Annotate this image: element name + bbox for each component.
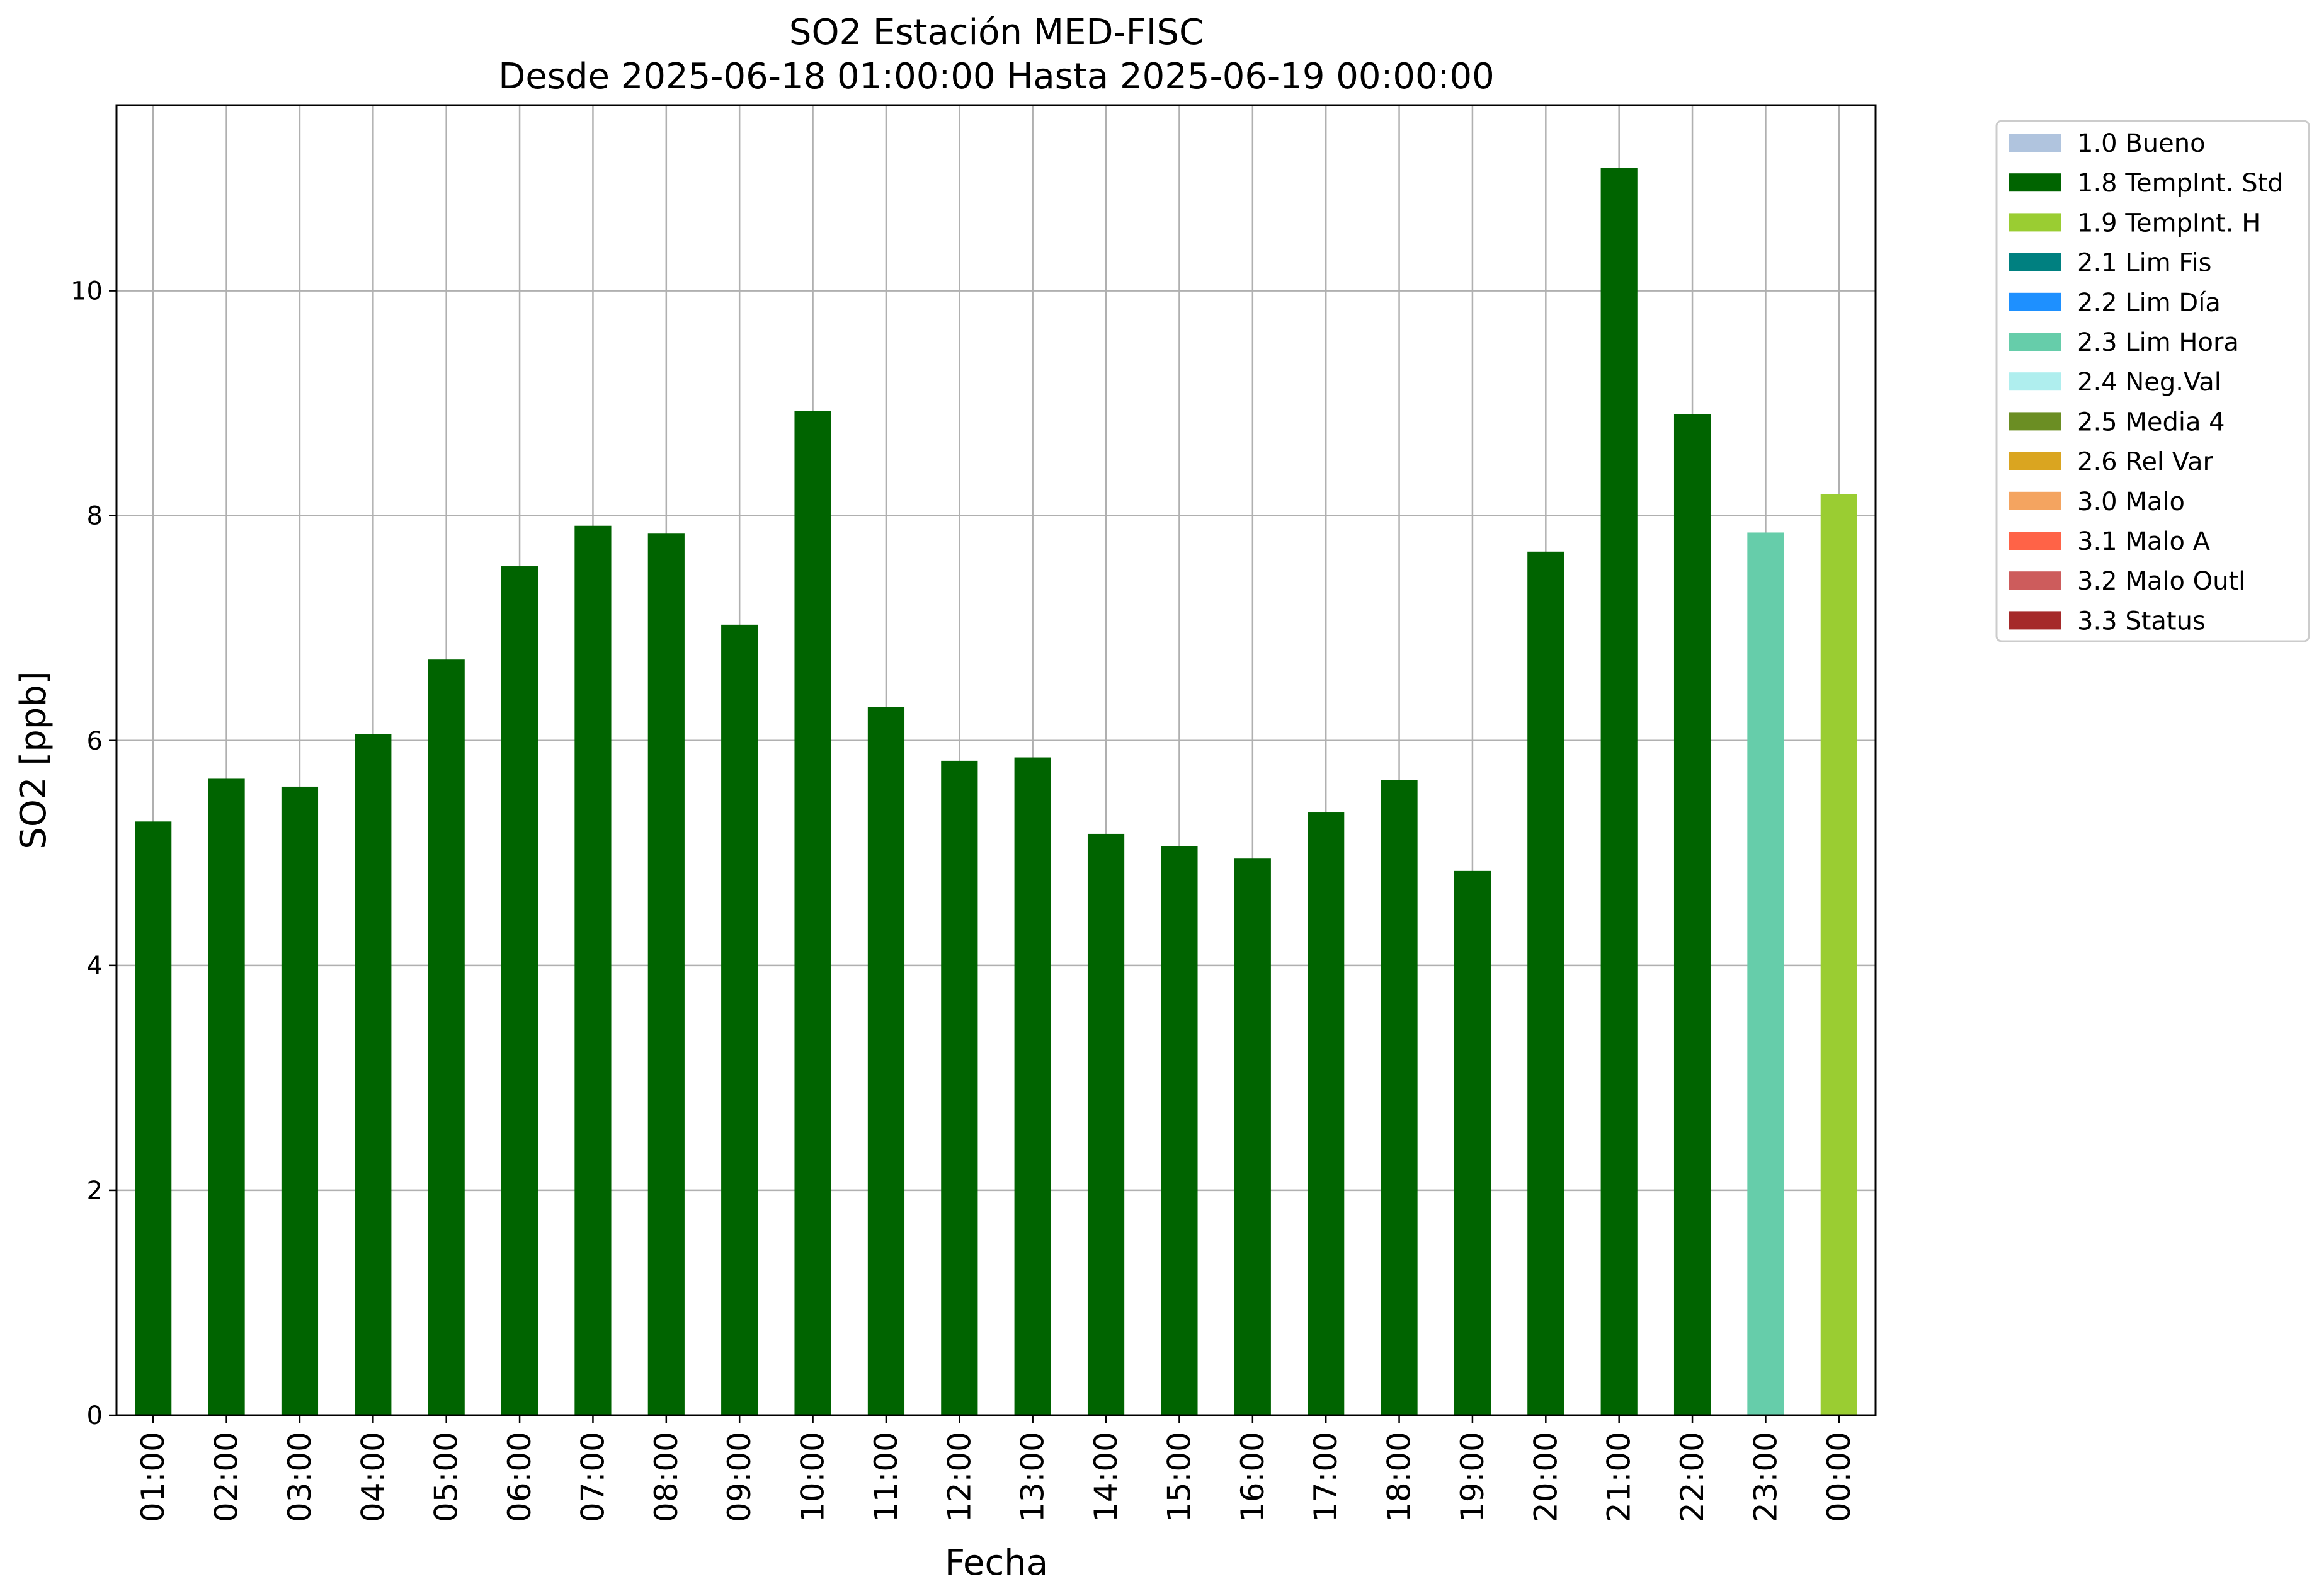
x-tick-label: 02:00: [208, 1432, 245, 1522]
x-tick-label: 11:00: [868, 1432, 904, 1522]
legend-label: 1.9 TempInt. H: [2077, 208, 2260, 237]
x-tick-label: 07:00: [574, 1432, 611, 1522]
legend-swatch: [2009, 134, 2061, 152]
legend-swatch: [2009, 253, 2061, 271]
x-tick-label: 09:00: [721, 1432, 758, 1522]
legend-label: 2.2 Lim Día: [2077, 288, 2221, 317]
bar: [1161, 846, 1198, 1415]
y-tick-label: 2: [87, 1177, 103, 1206]
bar: [1673, 414, 1711, 1416]
y-axis-ticks: 0 2 4 6 8 10: [71, 277, 117, 1430]
legend-swatch: [2009, 372, 2061, 391]
legend-swatch: [2009, 452, 2061, 470]
y-axis-label: SO2 [ppb]: [13, 671, 54, 849]
x-tick-label: 05:00: [428, 1432, 465, 1522]
bar: [1014, 757, 1051, 1415]
bars: [135, 168, 1857, 1416]
x-tick-label: 19:00: [1454, 1432, 1491, 1522]
bar: [355, 734, 392, 1415]
legend-label: 3.0 Malo: [2077, 487, 2185, 516]
plot-frame: [115, 104, 1877, 1416]
y-tick-label: 4: [87, 952, 103, 981]
y-tick-label: 8: [87, 502, 103, 531]
legend-label: 2.3 Lim Hora: [2077, 328, 2239, 357]
legend-swatch: [2009, 491, 2061, 510]
bar: [135, 821, 172, 1415]
bar: [1234, 858, 1271, 1415]
legend-label: 1.0 Bueno: [2077, 129, 2206, 158]
x-tick-label: 17:00: [1308, 1432, 1344, 1522]
legend: 1.0 Bueno 1.8 TempInt. Std 1.9 TempInt. H 2…: [1995, 120, 2310, 642]
x-tick-label: 04:00: [355, 1432, 391, 1522]
bar: [1308, 812, 1345, 1415]
y-tick-label: 10: [71, 277, 103, 306]
legend-label: 3.2 Malo Outl: [2077, 567, 2245, 596]
legend-swatch: [2009, 611, 2061, 630]
legend-label: 2.5 Media 4: [2077, 408, 2225, 436]
legend-box: [1995, 120, 2310, 642]
x-tick-label: 23:00: [1747, 1432, 1784, 1522]
legend-label: 3.1 Malo A: [2077, 527, 2211, 556]
bar: [1600, 168, 1638, 1416]
bar: [1087, 833, 1125, 1415]
bar: [1454, 870, 1491, 1415]
x-tick-label: 16:00: [1234, 1432, 1271, 1522]
x-tick-label: 00:00: [1821, 1432, 1857, 1522]
bar: [574, 525, 612, 1416]
bar: [281, 786, 319, 1415]
x-tick-label: 03:00: [282, 1432, 318, 1522]
legend-swatch: [2009, 532, 2061, 550]
legend-label: 2.1 Lim Fis: [2077, 249, 2211, 278]
bar: [1527, 551, 1564, 1415]
bar: [647, 533, 685, 1415]
x-tick-label: 10:00: [795, 1432, 831, 1522]
y-tick-label: 6: [87, 727, 103, 756]
x-axis-ticks: 01:00 02:00 03:00 04:00 05:00 06:00 07:00 08:00…: [135, 1415, 1857, 1522]
x-tick-label: 14:00: [1088, 1432, 1124, 1522]
legend-label: 1.8 TempInt. Std: [2077, 169, 2284, 198]
bar: [208, 778, 245, 1415]
x-tick-label: 06:00: [501, 1432, 538, 1522]
legend-label: 2.4 Neg.Val: [2077, 368, 2221, 397]
x-tick-label: 20:00: [1527, 1432, 1564, 1522]
bar: [721, 624, 758, 1415]
legend-swatch: [2009, 173, 2061, 192]
legend-swatch: [2009, 571, 2061, 590]
legend-swatch: [2009, 292, 2061, 311]
bar: [867, 707, 905, 1415]
legend-label: 3.3 Status: [2077, 607, 2206, 636]
x-tick-label: 22:00: [1674, 1432, 1711, 1522]
bar: [501, 566, 538, 1416]
bar: [1747, 532, 1784, 1415]
x-tick-label: 08:00: [648, 1432, 685, 1522]
chart-title: SO2 Estación MED-FISC: [789, 12, 1204, 53]
x-tick-label: 01:00: [135, 1432, 171, 1522]
legend-swatch: [2009, 412, 2061, 431]
x-tick-label: 15:00: [1161, 1432, 1197, 1522]
bar: [794, 411, 831, 1416]
x-tick-label: 18:00: [1381, 1432, 1418, 1522]
bar: [1820, 494, 1857, 1415]
x-tick-label: 13:00: [1015, 1432, 1051, 1522]
y-tick-label: 0: [87, 1401, 103, 1430]
x-tick-label: 21:00: [1601, 1432, 1638, 1522]
x-tick-label: 12:00: [941, 1432, 977, 1522]
legend-label: 2.6 Rel Var: [2077, 448, 2214, 477]
chart-subtitle: Desde 2025-06-18 01:00:00 Hasta 2025-06-…: [498, 56, 1495, 97]
bar: [941, 760, 978, 1415]
legend-swatch: [2009, 213, 2061, 232]
x-axis-label: Fecha: [945, 1542, 1048, 1583]
bar: [1381, 780, 1418, 1415]
bar: [428, 659, 465, 1415]
legend-swatch: [2009, 333, 2061, 351]
